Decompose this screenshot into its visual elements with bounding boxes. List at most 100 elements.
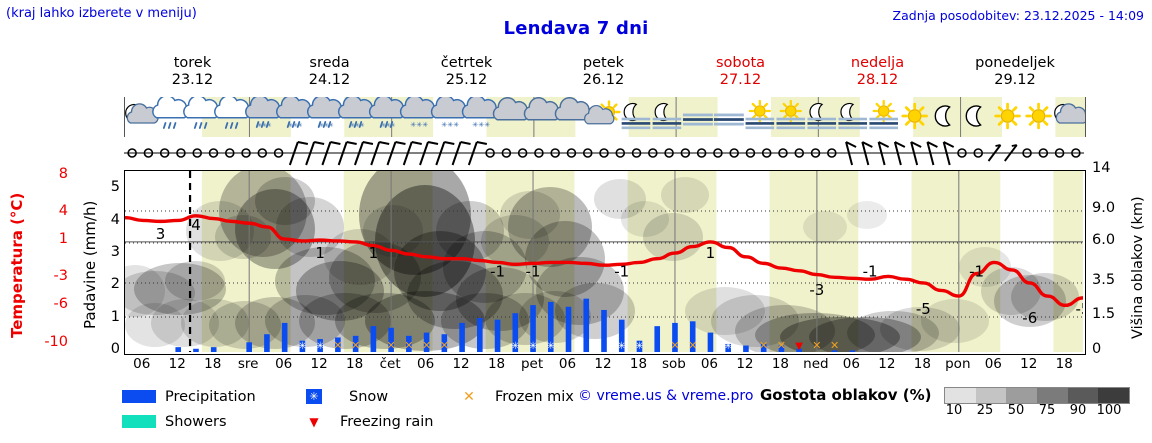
cloud-density-blob xyxy=(485,293,565,345)
wind-calm-icon xyxy=(143,148,154,158)
temperature-line xyxy=(125,214,1085,308)
wind-calm-icon xyxy=(241,148,251,158)
freezing-rain-marker-icon: ▼ xyxy=(795,341,803,352)
wind-calm-icon xyxy=(664,148,674,158)
wind-barb-icon xyxy=(386,141,406,166)
wind-barb-icon xyxy=(942,141,955,166)
wind-calm-icon xyxy=(1038,148,1049,158)
temperature-tick: 1 xyxy=(58,230,68,247)
last-update-label: Zadnja posodobitev: 23.12.2025 - 14:09 xyxy=(892,8,1144,23)
precipitation-bar xyxy=(672,322,678,352)
weather-icon-cloud-rain xyxy=(183,97,220,129)
x-tick-čet: čet xyxy=(379,356,401,372)
cloud-density-blob xyxy=(299,293,391,349)
wind-barb-row xyxy=(124,137,1084,169)
x-tick-06: 06 xyxy=(700,356,719,372)
cloud-height-tick: 1.5 xyxy=(1092,306,1116,322)
cloud-density-blob xyxy=(685,287,765,335)
temperature-point-label: -1 xyxy=(614,263,629,281)
wind-barb-icon xyxy=(419,141,439,166)
cloud-density-blob xyxy=(519,291,591,343)
frozen-mix-marker-icon: ✕ xyxy=(777,339,786,352)
day-header-5: sobota 27.12 xyxy=(672,52,809,96)
svg-text:✳: ✳ xyxy=(257,122,262,129)
precipitation-bar xyxy=(246,342,252,352)
cloud-density-blob xyxy=(847,311,939,354)
x-tick-06: 06 xyxy=(984,356,1002,372)
precipitation-tick: 2 xyxy=(110,276,120,293)
fog-icon xyxy=(621,117,651,130)
rain-drops-icon xyxy=(224,122,239,129)
precipitation-bar xyxy=(512,313,519,352)
cloud-density-blob xyxy=(407,261,503,329)
fog-icon xyxy=(776,117,806,130)
wind-calm-icon xyxy=(680,148,691,158)
fog-icon xyxy=(838,117,868,130)
temperature-point-label: -5 xyxy=(1076,300,1083,318)
snow-flakes-icon: ✳ ✳ ✳ xyxy=(257,122,272,129)
frozen-mix-marker-icon: ✕ xyxy=(830,339,839,352)
wind-calm-icon xyxy=(826,148,837,158)
precipitation-bar xyxy=(689,321,696,352)
cloud-density-blob xyxy=(329,241,421,313)
wind-calm-icon xyxy=(729,148,739,158)
cloud-density-colorbar-labels: 10 25 50 75 90 100 xyxy=(940,403,1140,419)
cloud-density-swatch xyxy=(1098,388,1130,403)
wind-barb-icon xyxy=(926,141,938,166)
day-name: torek xyxy=(173,55,212,71)
rain-drops-icon xyxy=(348,121,363,128)
cloud-density-blob xyxy=(711,295,799,347)
wind-calm-icon xyxy=(631,148,642,158)
cloud-density-blob xyxy=(621,201,669,237)
svg-text:✳: ✳ xyxy=(355,122,360,129)
temperature-point-label: -1 xyxy=(490,263,505,281)
temperature-point-label: -6 xyxy=(1022,309,1037,327)
x-tick-12: 12 xyxy=(1020,356,1038,372)
x-tick-sre: sre xyxy=(237,356,259,372)
page-title: Lendava 7 dni xyxy=(503,18,649,39)
wind-calm-icon xyxy=(550,148,560,158)
legend: Precipitation ✳ Snow ✕ Frozen mix Shower… xyxy=(122,384,592,434)
cloud-density-blob xyxy=(525,221,605,297)
wind-calm-icon xyxy=(810,148,821,158)
precipitation-bar xyxy=(423,332,430,352)
weather-icon-fog xyxy=(682,113,713,126)
moon-icon xyxy=(965,105,982,127)
day-name: četrtek xyxy=(440,55,493,71)
weather-icon-sun-fog xyxy=(776,99,806,130)
cloud-height-tick: 6.0 xyxy=(1092,232,1116,248)
svg-text:✳: ✳ xyxy=(472,121,478,129)
cloud-density-blob xyxy=(803,211,847,243)
cloud-density-blob xyxy=(481,215,549,267)
wind-barb-icon xyxy=(402,141,422,166)
legend-item-precipitation: Precipitation xyxy=(122,389,297,405)
svg-text:✳: ✳ xyxy=(350,122,355,129)
cloud-icon xyxy=(306,97,344,119)
frozen-mix-icon: ✕ xyxy=(463,388,475,405)
x-tick-06: 06 xyxy=(558,356,577,372)
wind-barb-icon xyxy=(467,141,488,166)
wind-calm-icon xyxy=(973,148,984,158)
snow-marker-icon: ✳ xyxy=(724,341,732,352)
cloud-density-tick: 10 xyxy=(945,403,963,418)
svg-text:✳: ✳ xyxy=(447,121,453,129)
x-tick-18: 18 xyxy=(771,356,789,372)
temperature-tick: 8 xyxy=(58,165,68,182)
cloud-density-blob xyxy=(255,177,315,225)
weather-icon-moon xyxy=(965,105,982,127)
night-band xyxy=(343,171,433,352)
legend-label-freezing-rain: Freezing rain xyxy=(340,413,434,430)
snow-marker-icon: ✳ xyxy=(635,341,643,352)
svg-text:✳: ✳ xyxy=(478,121,484,129)
frozen-mix-marker-icon: ✕ xyxy=(404,339,413,352)
temperature-tick: -3 xyxy=(53,268,68,285)
wind-calm-icon xyxy=(273,148,284,158)
weather-icon-sun-cloud xyxy=(584,100,621,125)
x-tick-06: 06 xyxy=(416,356,435,372)
sun-icon xyxy=(748,99,771,123)
night-band xyxy=(913,97,1003,137)
cloud-icon xyxy=(276,97,313,119)
fog-icon xyxy=(713,113,744,126)
legend-label-snow: Snow xyxy=(349,388,389,405)
snow-marker-icon: ✳ xyxy=(298,341,306,352)
